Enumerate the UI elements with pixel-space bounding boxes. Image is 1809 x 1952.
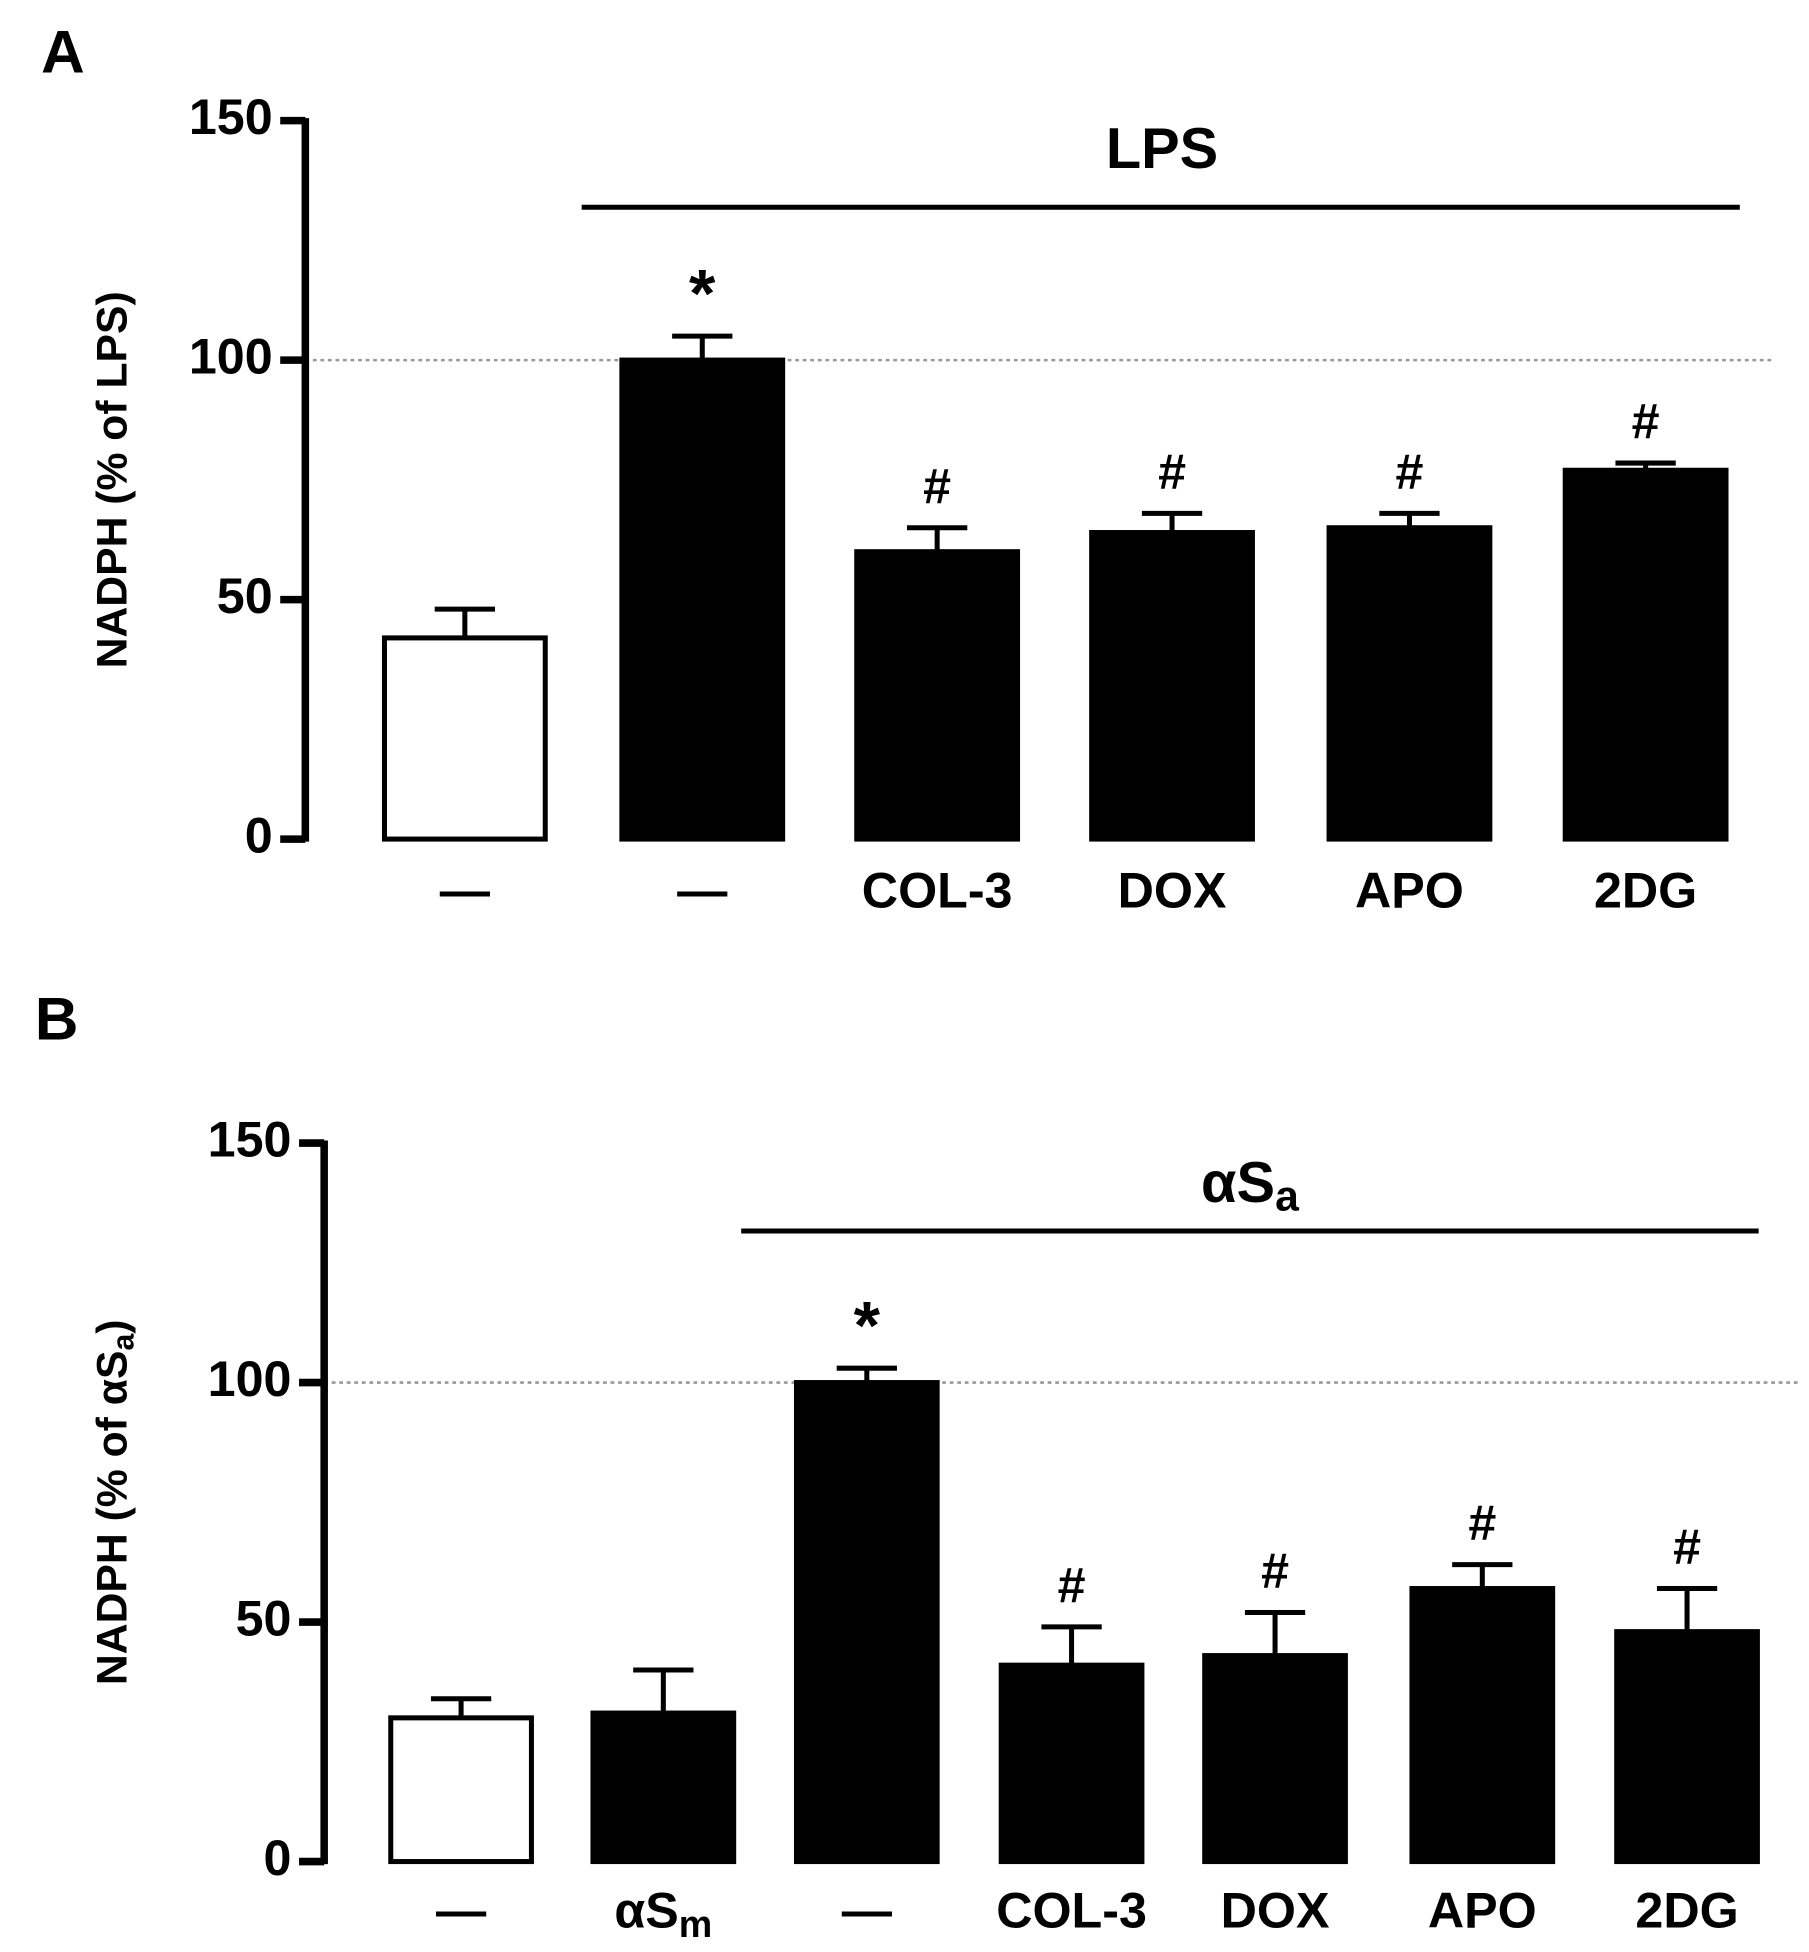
bar (1614, 1629, 1760, 1865)
x-tick-label-text: COL-3 (862, 863, 1013, 919)
bar (590, 1710, 737, 1865)
bar (388, 1715, 534, 1865)
significance-marker: * (689, 256, 716, 331)
significance-marker: # (1395, 444, 1423, 500)
significance-marker: * (854, 1288, 881, 1363)
x-tick-label: — (440, 863, 491, 919)
y-tick-label: 150 (189, 89, 273, 145)
bar (619, 357, 786, 842)
x-tick-label-text: — (677, 863, 728, 919)
x-tick-label-subscript: m (679, 1903, 713, 1945)
x-tick-label: APO (1355, 863, 1464, 919)
bar (854, 549, 1021, 842)
group-label-text: LPS (1106, 118, 1218, 182)
x-tick-label-text: APO (1355, 863, 1464, 919)
bar (1202, 1653, 1348, 1865)
significance-marker: # (1058, 1557, 1086, 1613)
significance-marker: # (923, 458, 951, 514)
x-tick-label: — (842, 1883, 893, 1939)
bar (381, 635, 548, 842)
x-tick-label-text: DOX (1118, 863, 1227, 919)
bar (793, 1380, 940, 1865)
x-tick-label-text: — (842, 1883, 893, 1939)
x-tick-label: DOX (1118, 863, 1227, 919)
significance-marker: # (1158, 444, 1186, 500)
y-axis-label: NADPH (% of αSa) (89, 1320, 141, 1686)
y-axis-label-text: NADPH (% of LPS) (89, 291, 137, 668)
x-tick-label-text: APO (1428, 1883, 1537, 1939)
x-tick-label: DOX (1221, 1883, 1330, 1939)
x-tick-label-text: αS (614, 1883, 678, 1939)
x-tick-label-text: DOX (1221, 1883, 1330, 1939)
x-tick-label: — (436, 1883, 487, 1939)
x-tick-label-text: 2DG (1635, 1883, 1738, 1939)
y-tick-label: 100 (189, 328, 273, 384)
x-tick-label-text: 2DG (1594, 863, 1697, 919)
group-label-subscript: a (1275, 1173, 1300, 1221)
panel-label: A (41, 17, 85, 85)
x-tick-label: APO (1428, 1883, 1537, 1939)
y-axis-label-subscript: a (108, 1334, 141, 1351)
x-tick-label-text: — (440, 863, 491, 919)
y-axis-label: NADPH (% of LPS) (89, 291, 137, 668)
significance-marker: # (1261, 1543, 1289, 1599)
significance-marker: # (1632, 394, 1660, 450)
x-tick-label-text: — (436, 1883, 487, 1939)
group-label: αSa (1201, 1151, 1300, 1221)
y-tick-label: 0 (264, 1830, 292, 1886)
x-tick-label: αSm (614, 1883, 712, 1945)
y-tick-label: 50 (217, 568, 273, 624)
bar (998, 1662, 1145, 1865)
significance-marker: # (1468, 1495, 1496, 1551)
x-tick-label: COL-3 (862, 863, 1013, 919)
x-tick-label: 2DG (1594, 863, 1697, 919)
x-tick-label-text: COL-3 (996, 1883, 1147, 1939)
bar (1089, 530, 1255, 842)
y-tick-label: 50 (236, 1590, 292, 1646)
y-tick-label: 0 (245, 807, 273, 863)
bar (1409, 1586, 1556, 1865)
bar (1562, 467, 1729, 842)
panel-label: B (35, 985, 79, 1053)
x-tick-label: 2DG (1635, 1883, 1738, 1939)
y-tick-label: 150 (208, 1111, 292, 1167)
y-tick-label: 100 (208, 1351, 292, 1407)
x-tick-label: — (677, 863, 728, 919)
y-axis-label-text: NADPH (% of αS (89, 1351, 137, 1686)
group-label: LPS (1106, 118, 1218, 182)
x-tick-label: COL-3 (996, 1883, 1147, 1939)
group-label-text: αS (1201, 1151, 1275, 1215)
bar (1326, 525, 1493, 842)
y-axis-label-end: ) (89, 1320, 137, 1334)
significance-marker: # (1673, 1519, 1701, 1575)
